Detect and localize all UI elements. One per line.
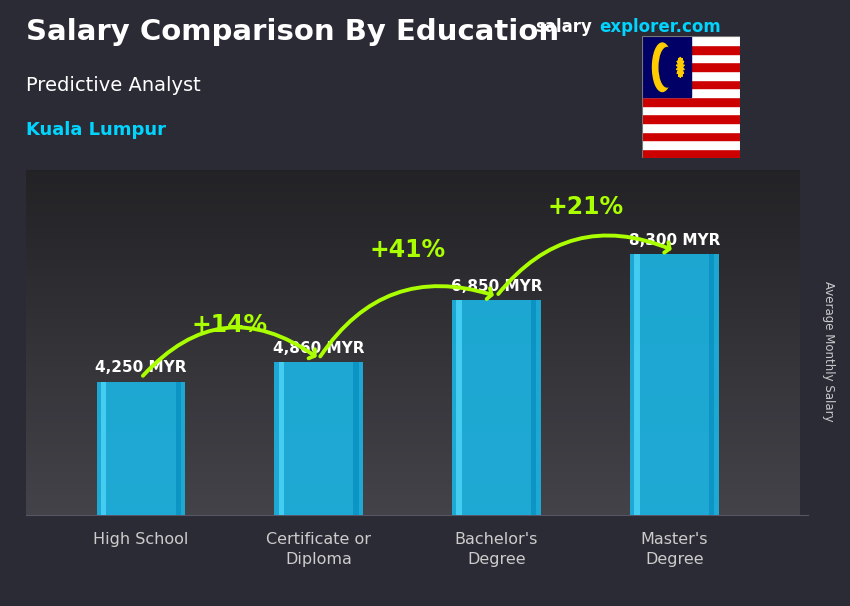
Bar — [642, 79, 740, 88]
Text: Predictive Analyst: Predictive Analyst — [26, 76, 201, 95]
Polygon shape — [677, 57, 684, 78]
Bar — [642, 62, 740, 71]
Text: +21%: +21% — [547, 195, 623, 219]
Bar — [531, 300, 536, 515]
Bar — [642, 36, 740, 45]
Bar — [642, 45, 740, 54]
Bar — [642, 149, 740, 158]
Text: 4,860 MYR: 4,860 MYR — [273, 341, 365, 356]
Bar — [642, 36, 690, 97]
Bar — [642, 88, 740, 97]
Bar — [642, 105, 740, 115]
Bar — [452, 300, 541, 515]
Text: +14%: +14% — [192, 313, 268, 337]
Bar — [642, 97, 740, 105]
Bar — [634, 255, 639, 515]
Bar — [456, 300, 462, 515]
Bar — [642, 123, 740, 132]
Bar — [354, 362, 359, 515]
Bar — [275, 362, 363, 515]
Bar — [97, 382, 185, 515]
Text: salary: salary — [536, 18, 592, 36]
Text: 4,250 MYR: 4,250 MYR — [95, 361, 187, 375]
Bar — [642, 71, 740, 79]
Bar — [642, 54, 740, 62]
Circle shape — [660, 47, 675, 87]
Text: Salary Comparison By Education: Salary Comparison By Education — [26, 18, 558, 46]
Text: explorer.com: explorer.com — [599, 18, 721, 36]
Text: +41%: +41% — [370, 238, 445, 262]
Text: 6,850 MYR: 6,850 MYR — [450, 279, 542, 294]
Text: Kuala Lumpur: Kuala Lumpur — [26, 121, 166, 139]
Bar — [176, 382, 181, 515]
Bar — [279, 362, 284, 515]
Text: Average Monthly Salary: Average Monthly Salary — [822, 281, 836, 422]
Bar — [642, 132, 740, 140]
Bar — [709, 255, 714, 515]
Bar — [630, 255, 718, 515]
Bar — [642, 140, 740, 149]
Text: 8,300 MYR: 8,300 MYR — [628, 233, 720, 248]
Bar — [101, 382, 106, 515]
Circle shape — [653, 43, 672, 92]
Bar — [642, 115, 740, 123]
